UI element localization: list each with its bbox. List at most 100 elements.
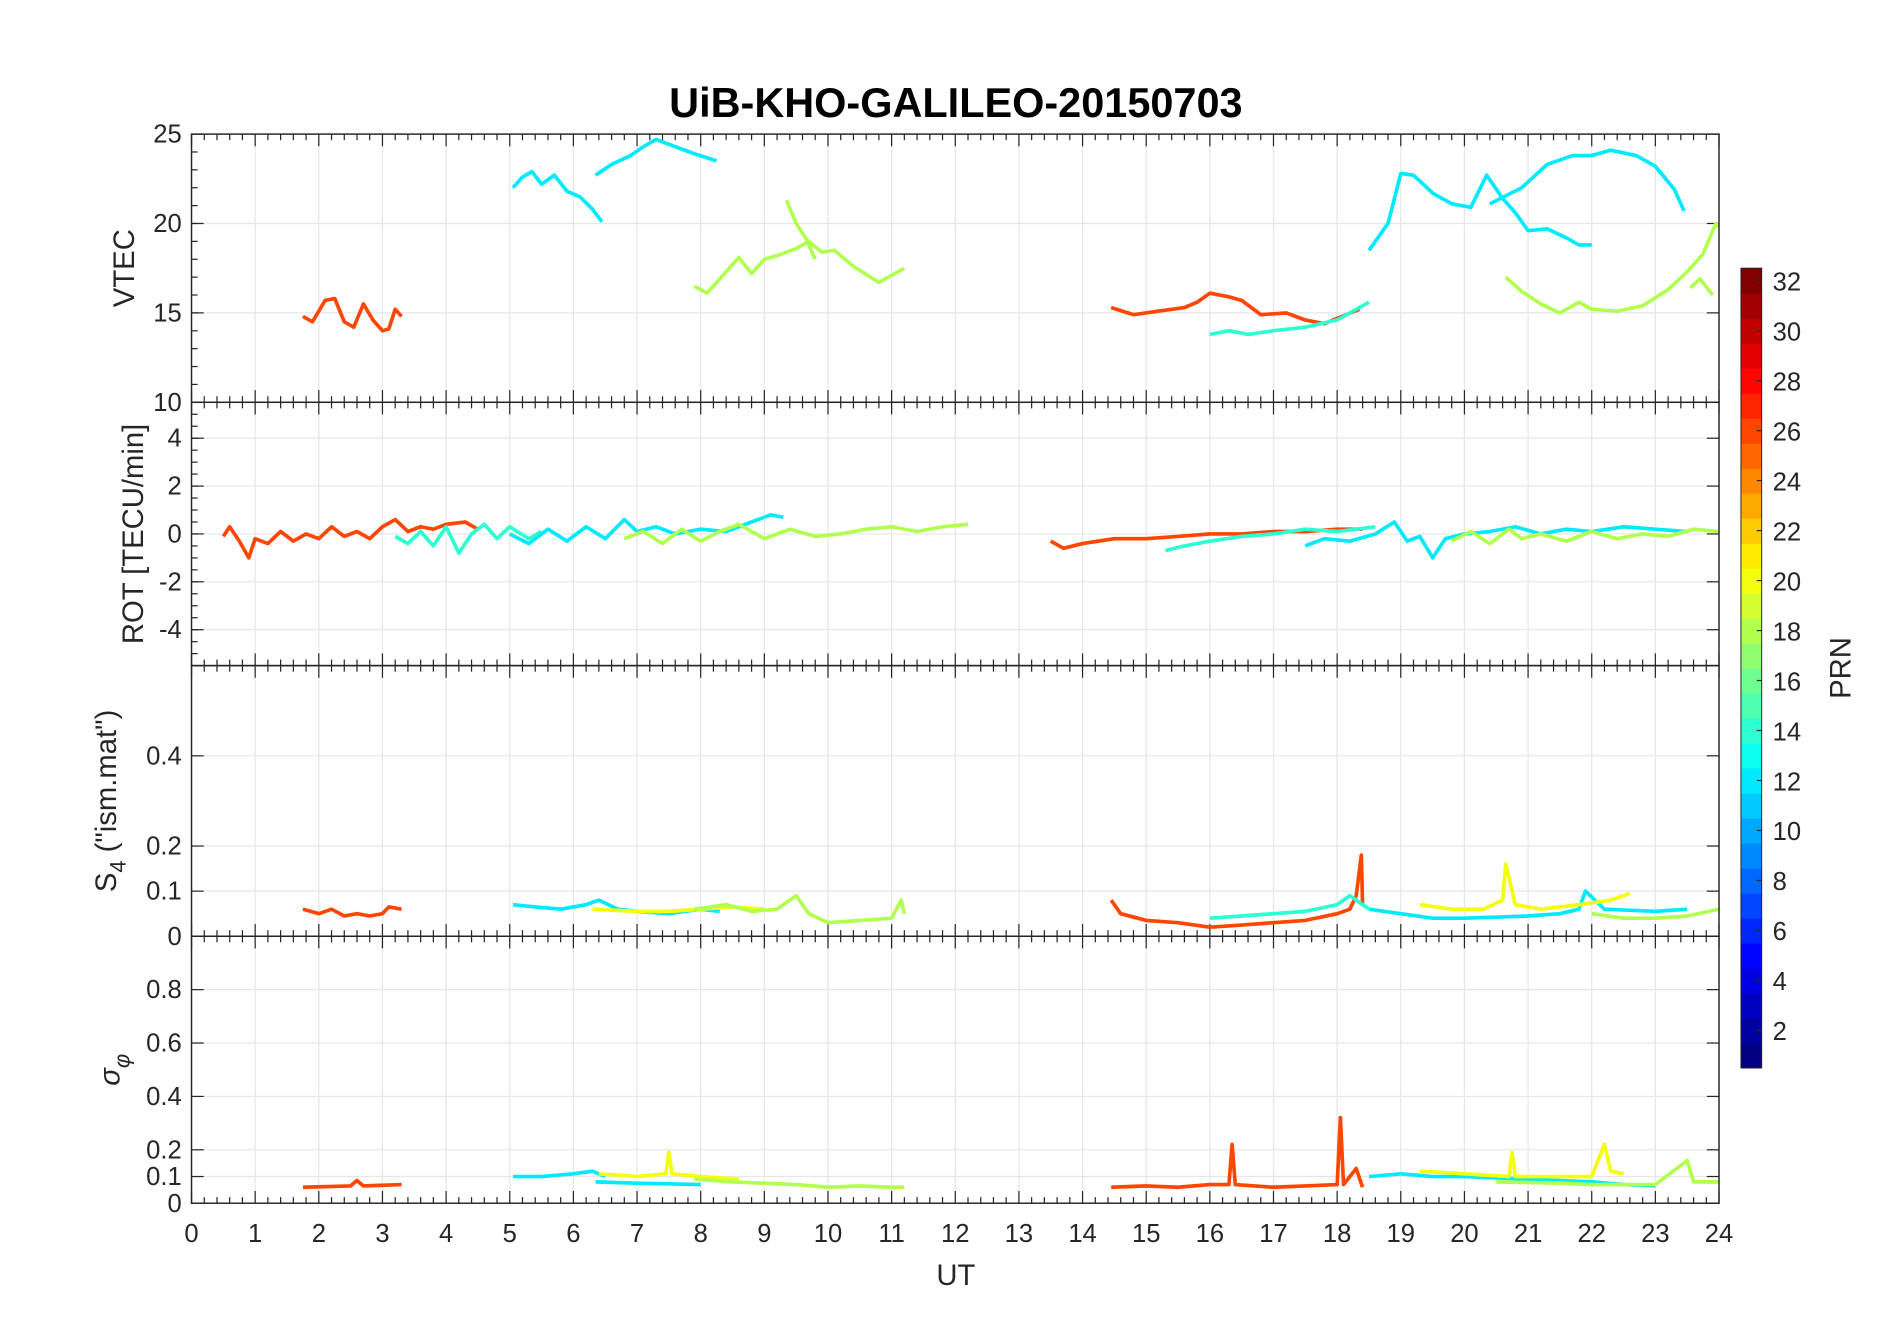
colorbar-segment bbox=[1740, 743, 1762, 769]
y-tick-label: 0 bbox=[168, 520, 182, 548]
colorbar-tick-label: 8 bbox=[1773, 868, 1787, 896]
x-tick-label: 18 bbox=[1323, 1220, 1351, 1248]
panel-vtec: 10 15 20 25 VTEC bbox=[109, 121, 1720, 417]
colorbar-segment bbox=[1740, 718, 1762, 744]
colorbar-segment bbox=[1740, 643, 1762, 669]
series-prn-18 bbox=[694, 1177, 905, 1190]
colorbar-segment bbox=[1740, 493, 1762, 519]
colorbar-tick-label: 20 bbox=[1773, 568, 1801, 596]
x-tick-label: 6 bbox=[566, 1220, 580, 1248]
y-axis-label: σφ bbox=[95, 1054, 135, 1086]
colorbar-segment bbox=[1740, 1042, 1762, 1069]
y-tick-label: 0.6 bbox=[146, 1030, 182, 1058]
colorbar-segment bbox=[1740, 867, 1762, 894]
x-tick-label: 23 bbox=[1641, 1220, 1669, 1248]
colorbar-segment bbox=[1740, 443, 1762, 469]
series-prn-26 bbox=[302, 296, 403, 333]
colorbar-frame bbox=[1740, 267, 1763, 1069]
series-prn-12 bbox=[1489, 148, 1686, 212]
colorbar-segment bbox=[1740, 892, 1762, 919]
colorbar-segment bbox=[1740, 568, 1762, 594]
series-prn-14 bbox=[1164, 524, 1376, 553]
colorbar-segment bbox=[1740, 668, 1762, 694]
colorbar-tick-label: 12 bbox=[1773, 768, 1801, 796]
series-prn-26 bbox=[302, 1178, 402, 1190]
colorbar-tick-label: 18 bbox=[1773, 618, 1801, 646]
colorbar-tick-label: 24 bbox=[1773, 468, 1801, 496]
x-tick-label: 11 bbox=[878, 1220, 905, 1248]
x-tick-label: 2 bbox=[312, 1220, 326, 1248]
series-prn-26 bbox=[221, 517, 479, 560]
y-tick-label: 25 bbox=[153, 121, 181, 149]
series-prn-26 bbox=[302, 905, 402, 918]
series-prn-18 bbox=[1450, 527, 1720, 546]
y-label-main: σ bbox=[95, 1067, 127, 1086]
series-prn-18 bbox=[1496, 1158, 1720, 1187]
series-prn-20 bbox=[1419, 862, 1631, 912]
series-prn-26 bbox=[1109, 853, 1365, 930]
colorbar-segment bbox=[1740, 967, 1762, 994]
x-tick-label: 24 bbox=[1705, 1220, 1733, 1248]
y-tick-label: 0 bbox=[168, 923, 182, 951]
y-axis-label: S4 ("ism.mat") bbox=[91, 710, 131, 892]
series-prn-18 bbox=[1591, 907, 1720, 921]
x-tick-label: 17 bbox=[1259, 1220, 1287, 1248]
x-tick-label: 0 bbox=[184, 1220, 198, 1248]
colorbar-segment bbox=[1740, 768, 1762, 794]
series-prn-12 bbox=[595, 1180, 701, 1187]
x-tick-label: 9 bbox=[757, 1220, 771, 1248]
colorbar-segment bbox=[1740, 618, 1762, 644]
colorbar-tick-label: 26 bbox=[1773, 418, 1801, 446]
x-tick-label: 7 bbox=[630, 1220, 644, 1248]
x-tick-label: 4 bbox=[439, 1220, 453, 1248]
y-tick-label: 0 bbox=[168, 1190, 182, 1218]
series-prn-20 bbox=[598, 1150, 740, 1182]
y-label-rest: ("ism.mat") bbox=[91, 710, 123, 861]
x-tick-label: 10 bbox=[814, 1220, 842, 1248]
series-prn-14 bbox=[394, 522, 543, 555]
colorbar-segment bbox=[1740, 543, 1762, 569]
x-tick-label: 15 bbox=[1132, 1220, 1160, 1248]
series-prn-12 bbox=[511, 169, 604, 223]
series-prn-14 bbox=[1209, 300, 1370, 337]
panel-s4: 0 0.1 0.2 0.4 S4 ("ism.mat") bbox=[91, 664, 1720, 951]
series-prn-26 bbox=[1110, 291, 1361, 326]
series-prn-12 bbox=[1304, 520, 1688, 560]
y-tick-label: 0.2 bbox=[146, 1136, 182, 1164]
colorbar-segment bbox=[1740, 318, 1762, 344]
colorbar-tick-label: 4 bbox=[1773, 968, 1787, 996]
series-prn-18 bbox=[1504, 221, 1720, 315]
y-label-subscript: 4 bbox=[106, 860, 131, 872]
colorbar-segment bbox=[1740, 593, 1762, 619]
series-prn-18 bbox=[693, 239, 906, 296]
series-prn-18 bbox=[1689, 277, 1715, 297]
series-prn-26 bbox=[1111, 1115, 1365, 1190]
colorbar-tick-label: 10 bbox=[1773, 818, 1801, 846]
panel-rot: -4 -2 0 2 4 ROT [TECU/min] bbox=[118, 401, 1720, 667]
x-tick-label: 22 bbox=[1577, 1220, 1605, 1248]
y-tick-label: 2 bbox=[168, 473, 182, 501]
y-tick-label: 10 bbox=[153, 389, 181, 417]
x-axis-label: UT bbox=[936, 1260, 975, 1292]
y-axis-label: ROT [TECU/min] bbox=[118, 424, 150, 644]
series-prn-20 bbox=[1419, 1142, 1624, 1179]
x-tick-label: 1 bbox=[248, 1220, 262, 1248]
x-tick-label: 13 bbox=[1005, 1220, 1033, 1248]
series-prn-12 bbox=[1367, 171, 1592, 252]
series-prn-18 bbox=[623, 522, 969, 546]
colorbar-tick-label: 16 bbox=[1773, 668, 1801, 696]
y-tick-label: 4 bbox=[168, 425, 182, 453]
colorbar-tick-label: 22 bbox=[1773, 518, 1801, 546]
x-tick-label: 8 bbox=[694, 1220, 708, 1248]
series-prn-18 bbox=[694, 893, 907, 925]
y-tick-label: 20 bbox=[153, 210, 181, 238]
panel-sigma-phi: 00.10.2 0.4 0.6 0.8 σφ bbox=[95, 935, 1720, 1218]
colorbar-segment bbox=[1740, 917, 1762, 944]
y-tick-label: -4 bbox=[159, 616, 182, 644]
series-prn-18 bbox=[784, 199, 817, 261]
chart-title: UiB-KHO-GALILEO-20150703 bbox=[669, 79, 1242, 126]
colorbar-segment bbox=[1740, 393, 1762, 419]
colorbar-segment bbox=[1740, 793, 1762, 819]
